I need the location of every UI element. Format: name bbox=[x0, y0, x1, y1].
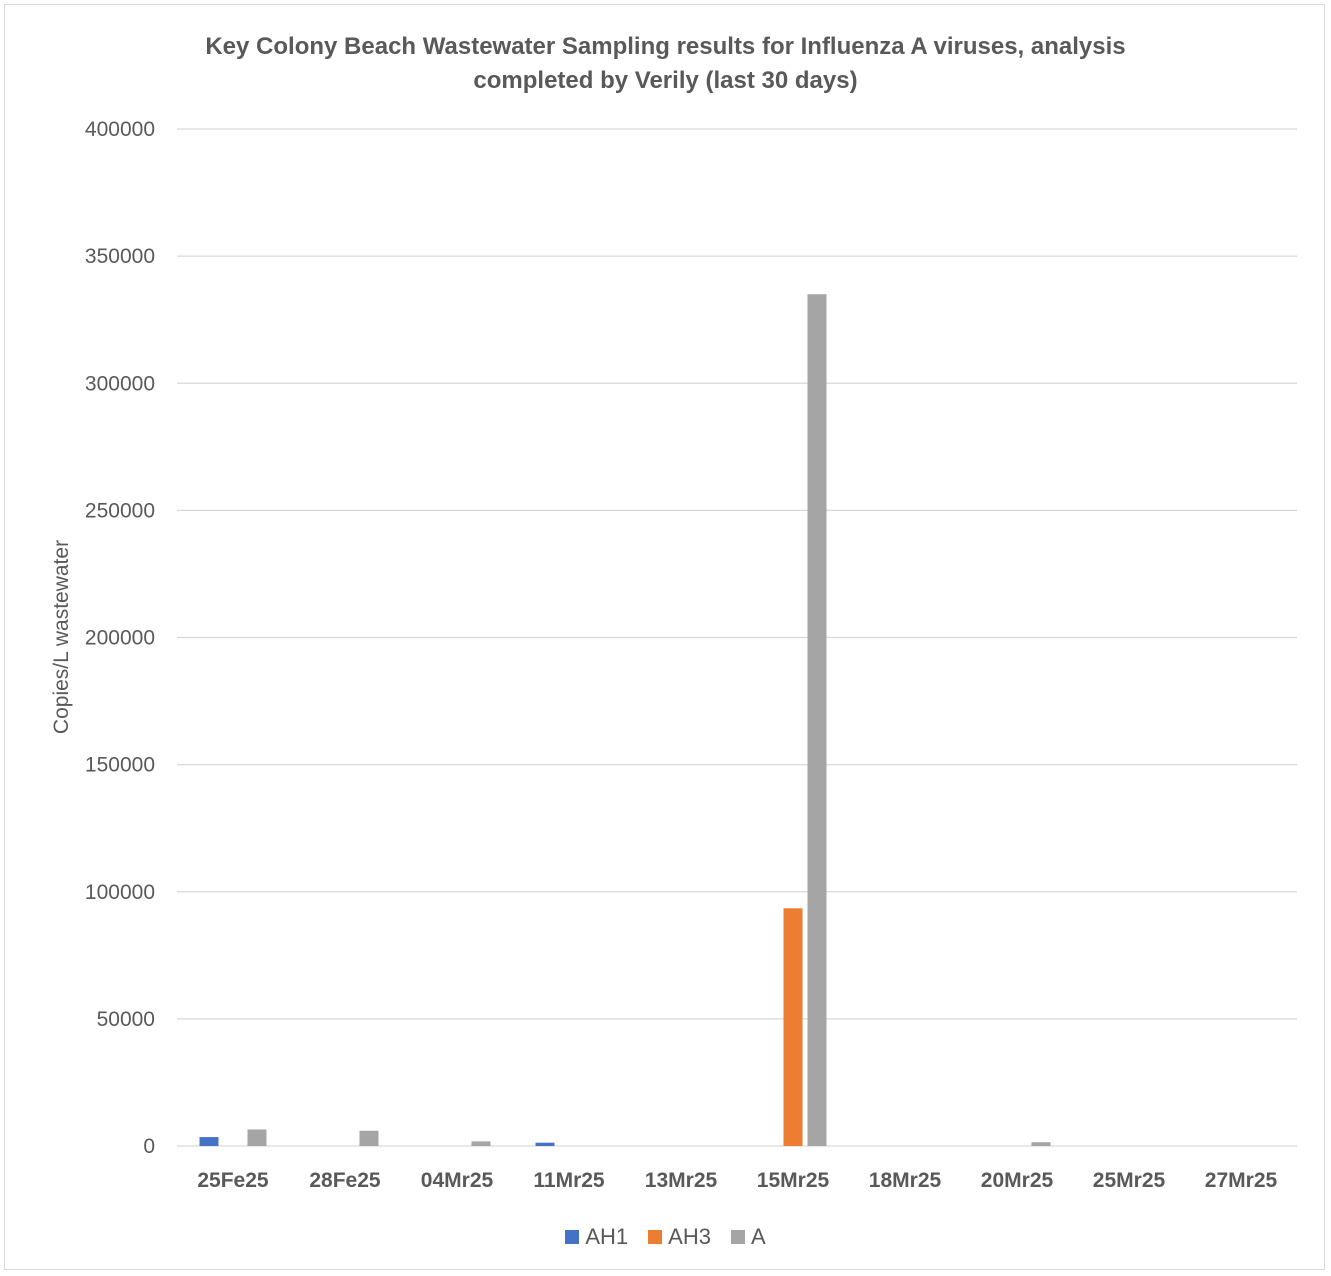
y-tick-label: 250000 bbox=[85, 499, 155, 522]
chart-title: Key Colony Beach Wastewater Sampling res… bbox=[205, 33, 1126, 94]
x-category-label: 13Mr25 bbox=[645, 1169, 718, 1192]
x-category-label: 25Fe25 bbox=[197, 1169, 269, 1192]
y-tick-label: 50000 bbox=[97, 1008, 155, 1031]
legend-item-ah1: AH1 bbox=[565, 1224, 628, 1250]
legend-label: A bbox=[750, 1224, 766, 1249]
y-tick-label: 400000 bbox=[85, 118, 155, 141]
legend-item-ah3: AH3 bbox=[648, 1224, 711, 1250]
y-tick-label: 200000 bbox=[85, 627, 155, 650]
y-tick-label: 100000 bbox=[85, 881, 155, 904]
x-category-label: 04Mr25 bbox=[421, 1169, 494, 1192]
legend-label: AH1 bbox=[585, 1224, 629, 1249]
bar-ah3-15mr25 bbox=[783, 908, 803, 1146]
y-tick-label: 350000 bbox=[85, 245, 155, 268]
bar-a-28fe25 bbox=[359, 1130, 379, 1146]
y-axis-label: Copies/L wastewater bbox=[50, 540, 73, 734]
x-category-label: 28Fe25 bbox=[309, 1169, 381, 1192]
legend-swatch bbox=[565, 1230, 580, 1244]
y-tick-label: 0 bbox=[143, 1135, 155, 1158]
legend-label: AH3 bbox=[668, 1224, 711, 1249]
x-category-label: 25Mr25 bbox=[1093, 1169, 1166, 1192]
y-tick-label: 300000 bbox=[85, 372, 155, 395]
x-category-label: 20Mr25 bbox=[981, 1169, 1054, 1192]
x-category-label: 11Mr25 bbox=[533, 1169, 605, 1192]
legend-item-a: A bbox=[730, 1224, 766, 1250]
x-category-label: 27Mr25 bbox=[1205, 1169, 1278, 1192]
bar-a-25fe25 bbox=[247, 1129, 267, 1146]
bar-a-04mr25 bbox=[471, 1141, 491, 1146]
legend-swatch bbox=[648, 1230, 663, 1244]
bar-ah1-11mr25 bbox=[535, 1142, 555, 1146]
chart-legend: AH1 AH3 A bbox=[0, 1224, 1331, 1250]
bar-ah1-25fe25 bbox=[199, 1137, 219, 1146]
legend-swatch bbox=[730, 1230, 745, 1244]
bar-a-20mr25 bbox=[1031, 1142, 1051, 1146]
x-category-label: 18Mr25 bbox=[869, 1169, 942, 1192]
bar-a-15mr25 bbox=[807, 294, 827, 1146]
x-category-label: 15Mr25 bbox=[757, 1169, 830, 1192]
y-tick-label: 150000 bbox=[85, 754, 155, 777]
